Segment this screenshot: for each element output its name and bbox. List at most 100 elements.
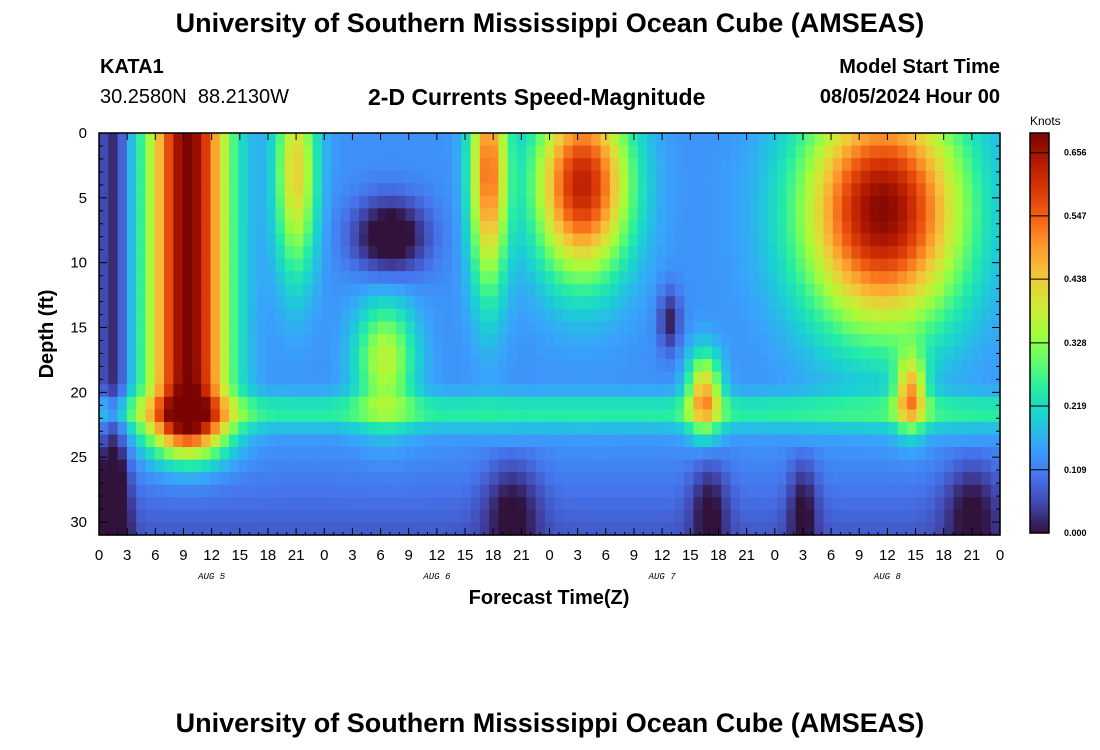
heatmap-cell <box>275 434 286 448</box>
heatmap-cell <box>674 158 685 172</box>
heatmap-cell <box>693 133 704 147</box>
heatmap-cell <box>191 396 202 410</box>
heatmap-cell <box>563 409 574 423</box>
heatmap-cell <box>433 396 444 410</box>
heatmap-cell <box>396 233 407 247</box>
heatmap-cell <box>981 246 992 260</box>
heatmap-cell <box>396 497 407 511</box>
heatmap-cell <box>312 371 323 385</box>
heatmap-cell <box>637 296 648 310</box>
heatmap-cell <box>154 421 165 436</box>
heatmap-cell <box>126 346 137 360</box>
heatmap-cell <box>433 384 444 398</box>
heatmap-cell <box>990 233 1001 247</box>
heatmap-cell <box>229 145 239 159</box>
heatmap-cell <box>851 145 862 159</box>
heatmap-cell <box>117 220 128 235</box>
heatmap-cell <box>823 233 834 247</box>
heatmap-cell <box>786 308 797 323</box>
heatmap-cell <box>944 396 955 410</box>
heatmap-cell <box>823 145 834 159</box>
heatmap-cell <box>609 133 620 147</box>
heatmap-cell <box>349 170 360 184</box>
heatmap-cell <box>907 472 917 486</box>
heatmap-cell <box>331 371 342 385</box>
heatmap-cell <box>340 396 351 410</box>
heatmap-cell <box>312 246 323 260</box>
heatmap-cell <box>108 133 119 147</box>
heatmap-cell <box>164 409 174 423</box>
heatmap-cell <box>229 384 239 398</box>
heatmap-cell <box>154 296 165 310</box>
heatmap-cell <box>582 258 592 272</box>
heatmap-cell <box>461 183 472 197</box>
heatmap-cell <box>507 258 518 272</box>
heatmap-cell <box>321 359 332 373</box>
heatmap-cell <box>656 384 667 398</box>
heatmap-cell <box>739 484 750 498</box>
heatmap-cell <box>637 271 648 285</box>
heatmap-cell <box>349 434 360 448</box>
heatmap-cell <box>191 195 202 209</box>
heatmap-cell <box>739 208 750 222</box>
heatmap-cell <box>674 384 685 398</box>
heatmap-cell <box>284 472 295 486</box>
heatmap-cell <box>767 484 778 498</box>
heatmap-cell <box>451 170 462 184</box>
heatmap-cell <box>405 497 416 511</box>
heatmap-cell <box>739 384 750 398</box>
heatmap-cell <box>609 384 620 398</box>
heatmap-cell <box>312 472 323 486</box>
heatmap-cell <box>126 195 137 209</box>
heatmap-cell <box>256 308 267 323</box>
heatmap-cell <box>219 208 230 222</box>
heatmap-cell <box>284 371 295 385</box>
heatmap-cell <box>554 484 565 498</box>
heatmap-cell <box>702 195 713 209</box>
heatmap-cell <box>582 509 592 524</box>
heatmap-cell <box>795 434 806 448</box>
heatmap-cell <box>609 283 620 297</box>
heatmap-cell <box>804 509 815 524</box>
heatmap-cell <box>767 359 778 373</box>
heatmap-cell <box>786 321 797 335</box>
heatmap-cell <box>219 334 230 348</box>
heatmap-cell <box>433 509 444 524</box>
heatmap-cell <box>275 195 286 209</box>
heatmap-cell <box>656 447 667 461</box>
heatmap-cell <box>117 296 128 310</box>
heatmap-cell <box>507 484 518 498</box>
heatmap-cell <box>647 158 657 172</box>
heatmap-cell <box>582 484 592 498</box>
heatmap-cell <box>219 447 230 461</box>
heatmap-cell <box>201 396 212 410</box>
heatmap-cell <box>294 233 304 247</box>
heatmap-cell <box>572 434 583 448</box>
heatmap-cell <box>303 321 314 335</box>
heatmap-cell <box>767 472 778 486</box>
x-tick-label: 18 <box>260 547 277 564</box>
heatmap-cell <box>275 509 286 524</box>
heatmap-cell <box>359 497 369 511</box>
heatmap-cell <box>117 396 128 410</box>
heatmap-cell <box>684 421 695 436</box>
x-tick-label: 15 <box>457 547 474 564</box>
heatmap-cell <box>377 233 388 247</box>
heatmap-cell <box>860 283 871 297</box>
heatmap-cell <box>359 296 369 310</box>
x-tick-label: 15 <box>682 547 699 564</box>
heatmap-cell <box>210 321 221 335</box>
heatmap-cell <box>396 484 407 498</box>
heatmap-cell <box>461 396 472 410</box>
heatmap-cell <box>451 183 462 197</box>
heatmap-cell <box>907 359 917 373</box>
heatmap-cell <box>832 421 843 436</box>
heatmap-cell <box>637 208 648 222</box>
heatmap-cell <box>386 283 397 297</box>
heatmap-cell <box>498 497 509 511</box>
heatmap-cell <box>498 459 509 473</box>
heatmap-cell <box>544 220 555 235</box>
heatmap-cell <box>126 183 137 197</box>
heatmap-cell <box>730 158 741 172</box>
heatmap-cell <box>981 158 992 172</box>
